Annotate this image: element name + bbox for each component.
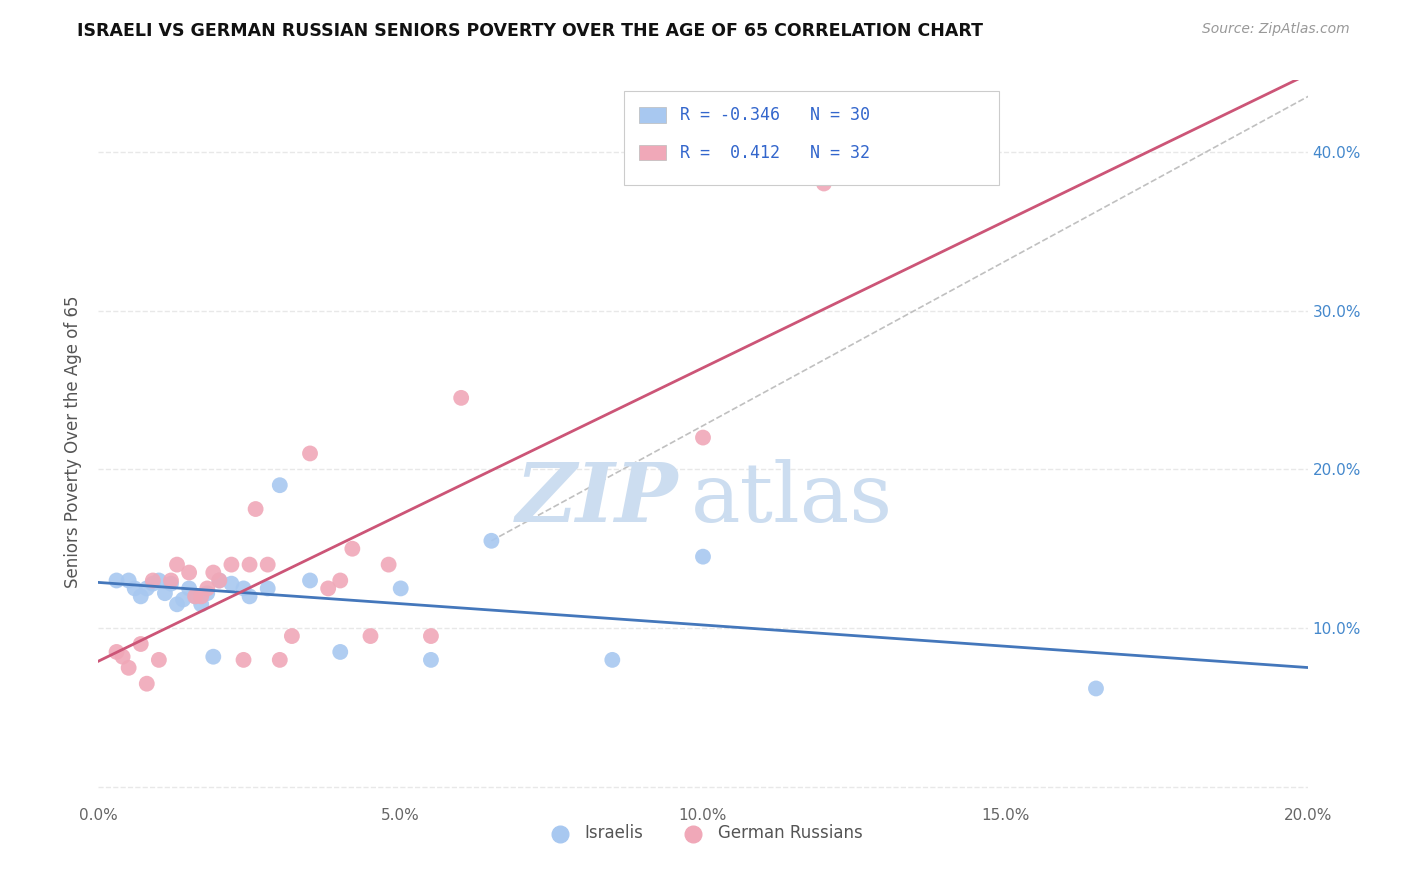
Point bbox=[256, 558, 278, 572]
Point bbox=[602, 653, 624, 667]
Point bbox=[692, 549, 714, 564]
Point bbox=[299, 446, 322, 460]
Point bbox=[232, 582, 254, 596]
Point bbox=[118, 574, 141, 588]
Point bbox=[179, 582, 201, 596]
Text: atlas: atlas bbox=[690, 459, 893, 540]
Point bbox=[129, 590, 152, 604]
Point bbox=[195, 582, 218, 596]
Point bbox=[420, 653, 443, 667]
Point bbox=[153, 586, 176, 600]
FancyBboxPatch shape bbox=[638, 107, 665, 123]
Y-axis label: Seniors Poverty Over the Age of 65: Seniors Poverty Over the Age of 65 bbox=[65, 295, 83, 588]
Text: ZIP: ZIP bbox=[516, 459, 679, 540]
Point bbox=[316, 582, 339, 596]
Point bbox=[142, 576, 165, 591]
Point bbox=[148, 653, 170, 667]
Point bbox=[221, 576, 243, 591]
Text: ISRAELI VS GERMAN RUSSIAN SENIORS POVERTY OVER THE AGE OF 65 CORRELATION CHART: ISRAELI VS GERMAN RUSSIAN SENIORS POVERT… bbox=[77, 22, 983, 40]
Point bbox=[202, 649, 225, 664]
FancyBboxPatch shape bbox=[624, 91, 1000, 185]
Point bbox=[166, 597, 188, 611]
Point bbox=[232, 653, 254, 667]
Point bbox=[148, 574, 170, 588]
Point bbox=[179, 566, 201, 580]
Point bbox=[142, 574, 165, 588]
Point bbox=[208, 574, 231, 588]
Point bbox=[360, 629, 382, 643]
Legend: Israelis, German Russians: Israelis, German Russians bbox=[536, 817, 870, 848]
Point bbox=[111, 649, 134, 664]
Point bbox=[166, 558, 188, 572]
Point bbox=[124, 582, 146, 596]
Point bbox=[329, 574, 352, 588]
Point bbox=[299, 574, 322, 588]
Point bbox=[329, 645, 352, 659]
Point bbox=[190, 597, 212, 611]
Point bbox=[135, 676, 157, 690]
Point bbox=[450, 391, 472, 405]
Point bbox=[172, 592, 194, 607]
Point bbox=[481, 533, 503, 548]
Point bbox=[202, 566, 225, 580]
Point bbox=[245, 502, 267, 516]
Point bbox=[692, 431, 714, 445]
Point bbox=[195, 586, 218, 600]
Point bbox=[190, 590, 212, 604]
Point bbox=[160, 574, 183, 588]
FancyBboxPatch shape bbox=[638, 145, 665, 161]
Text: R = -0.346   N = 30: R = -0.346 N = 30 bbox=[681, 106, 870, 124]
Point bbox=[184, 590, 207, 604]
Point bbox=[208, 574, 231, 588]
Point bbox=[105, 645, 128, 659]
Point bbox=[129, 637, 152, 651]
Point bbox=[105, 574, 128, 588]
Point bbox=[281, 629, 304, 643]
Point bbox=[239, 590, 262, 604]
Text: Source: ZipAtlas.com: Source: ZipAtlas.com bbox=[1202, 22, 1350, 37]
Point bbox=[239, 558, 262, 572]
Point bbox=[256, 582, 278, 596]
Point bbox=[160, 576, 183, 591]
Point bbox=[221, 558, 243, 572]
Point bbox=[118, 661, 141, 675]
Point bbox=[135, 582, 157, 596]
Point bbox=[269, 653, 291, 667]
Point bbox=[269, 478, 291, 492]
Point bbox=[1085, 681, 1108, 696]
Point bbox=[342, 541, 364, 556]
Point bbox=[813, 177, 835, 191]
Point bbox=[420, 629, 443, 643]
Point bbox=[184, 590, 207, 604]
Point bbox=[377, 558, 399, 572]
Point bbox=[389, 582, 412, 596]
Text: R =  0.412   N = 32: R = 0.412 N = 32 bbox=[681, 144, 870, 161]
